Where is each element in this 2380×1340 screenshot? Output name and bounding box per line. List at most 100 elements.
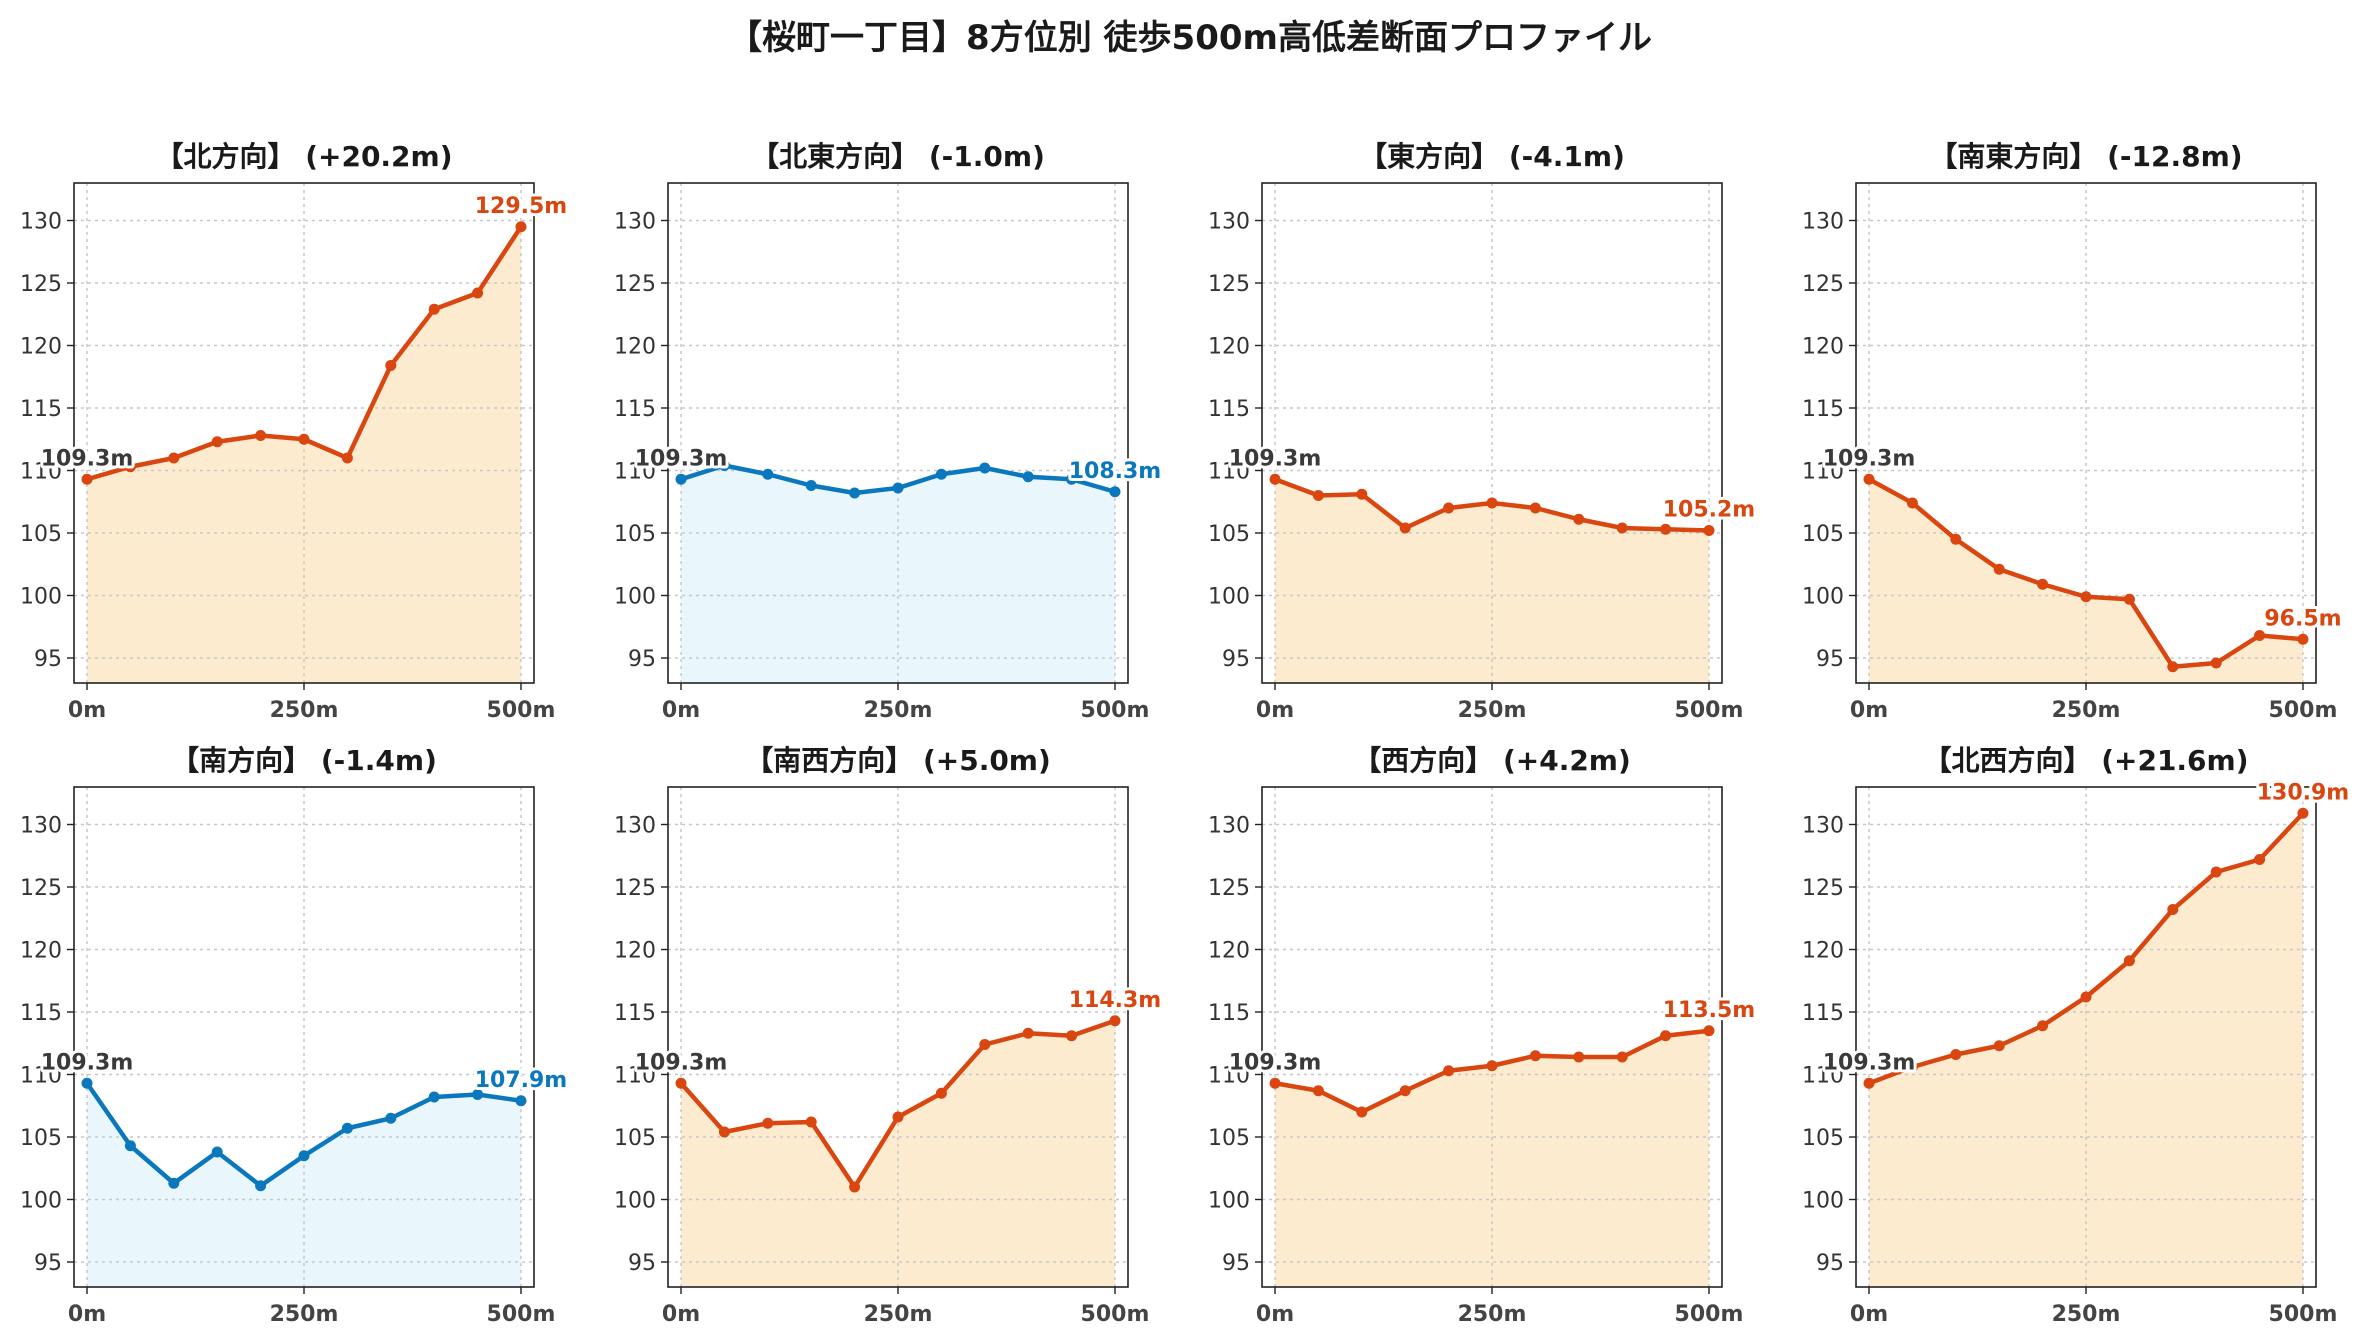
panel-3-end-label: 105.2m (1663, 498, 1756, 523)
panel-2-end-label: 108.3m (1069, 459, 1162, 484)
panel-7-data-point (1269, 1077, 1281, 1089)
panel-6-y-tick-label: 130 (614, 814, 656, 839)
panel-7-y-tick-label: 125 (1208, 876, 1250, 901)
panel-2-title: 【北東方向】 (-1.0m) (751, 140, 1045, 173)
panel-8-data-point (1993, 1040, 2005, 1052)
panel-2-y-tick-label: 125 (614, 272, 656, 297)
panel-2-data-point (1022, 471, 1034, 483)
panel-6-x-tick-label: 500m (1081, 1302, 1150, 1327)
panel-5-y-tick-label: 95 (34, 1251, 62, 1276)
panel-4-y-tick-label: 95 (1816, 647, 1844, 672)
panel-4-data-point (1863, 473, 1875, 485)
panel-2-y-tick-label: 95 (628, 647, 656, 672)
panel-8-y-tick-label: 130 (1802, 814, 1844, 839)
panel-5-x-tick-label: 250m (270, 1302, 339, 1327)
panel-1-y-tick-label: 115 (20, 397, 62, 422)
panel-5-x-tick-label: 0m (68, 1302, 106, 1327)
panel-7-data-point (1573, 1051, 1585, 1063)
panel-6-y-tick-label: 105 (614, 1126, 656, 1151)
panel-8-y-tick-label: 115 (1802, 1001, 1844, 1026)
panel-1-y-tick-label: 130 (20, 210, 62, 235)
panel-3-y-tick-label: 95 (1222, 647, 1250, 672)
panel-6-y-tick-label: 125 (614, 876, 656, 901)
panel-4-data-point (2297, 633, 2309, 645)
panel-1-end-label: 129.5m (475, 194, 568, 219)
panel-8-data-point (2167, 904, 2179, 915)
panel-5-data-point (124, 1140, 136, 1152)
panel-3-chart: 【東方向】 (-4.1m) 95 100 105 110 115 120 125 130 0m 25… (1208, 140, 1758, 723)
panel-3-start-label: 109.3m (1229, 446, 1322, 471)
panel-8-data-point (1906, 1061, 1918, 1073)
panel-5-y-tick-label: 120 (20, 939, 62, 964)
panel-3-data-point (1269, 473, 1281, 485)
panel-3-data-point (1356, 488, 1368, 500)
panel-3-x-tick-label: 0m (1256, 698, 1294, 723)
panel-3-data-point (1486, 497, 1498, 509)
panel-1-y-tick-label: 100 (20, 585, 62, 610)
panel-1-y-tick-label: 125 (20, 272, 62, 297)
panel-4-area-fill (1869, 479, 2303, 683)
panel-4-x-tick-label: 500m (2269, 698, 2338, 723)
panel-6-y-tick-label: 120 (614, 939, 656, 964)
panel-1-y-tick-label: 110 (20, 460, 62, 485)
panel-5-y-tick-label: 115 (20, 1001, 62, 1026)
panel-6-data-point (849, 1181, 861, 1193)
panel-1-data-point (428, 303, 440, 315)
panel-7-x-tick-label: 500m (1675, 1302, 1744, 1327)
panel-1-start-label: 109.3m (41, 446, 134, 471)
panel-2-y-tick-label: 110 (614, 460, 656, 485)
panel-4-y-tick-label: 115 (1802, 397, 1844, 422)
panel-2-data-point (979, 462, 991, 474)
panel-6-end-label: 114.3m (1069, 988, 1162, 1013)
panel-4-y-tick-label: 100 (1802, 585, 1844, 610)
panel-4-data-point (2037, 578, 2049, 590)
panel-6-data-point (892, 1111, 904, 1123)
panel-6-start-label: 109.3m (635, 1050, 728, 1075)
panel-4-data-point (1950, 533, 1962, 545)
panel-7-data-point (1312, 1085, 1324, 1097)
panel-5-y-tick-label: 110 (20, 1064, 62, 1089)
panel-1-data-point (168, 452, 180, 464)
panel-3-data-point (1703, 525, 1715, 536)
panel-4-data-point (2254, 630, 2266, 641)
panel-2-y-tick-label: 130 (614, 210, 656, 235)
panel-7-data-point (1660, 1030, 1672, 1042)
panel-3-data-point (1660, 523, 1672, 535)
panel-1-data-point (211, 436, 223, 448)
panel-8-data-point (2210, 866, 2222, 878)
panel-7-data-point (1486, 1060, 1498, 1072)
panel-8-title: 【北西方向】 (+21.6m) (1923, 744, 2248, 777)
panel-8-chart: 【北西方向】 (+21.6m) 95 100 105 110 115 120 125 130 0m… (1802, 744, 2352, 1327)
panel-3-data-point (1443, 502, 1455, 514)
panel-8-data-point (1863, 1077, 1875, 1089)
panel-5-y-tick-label: 125 (20, 876, 62, 901)
panel-3-area-fill (1275, 479, 1709, 683)
panel-3-y-tick-label: 125 (1208, 272, 1250, 297)
panel-1-data-point (472, 287, 484, 299)
panel-6-y-tick-label: 100 (614, 1189, 656, 1214)
panel-8-y-tick-label: 100 (1802, 1189, 1844, 1214)
panel-2-area-fill (681, 465, 1115, 683)
panel-2-data-point (762, 468, 774, 480)
panel-7-y-tick-label: 105 (1208, 1126, 1250, 1151)
panel-6-data-point (675, 1077, 687, 1089)
panel-6-data-point (979, 1039, 991, 1050)
panel-7-data-point (1703, 1025, 1715, 1037)
panel-3-y-tick-label: 130 (1208, 210, 1250, 235)
panel-7-y-tick-label: 100 (1208, 1189, 1250, 1214)
panel-4-data-point (1993, 563, 2005, 575)
panel-4-data-point (2210, 657, 2222, 669)
panel-2-y-tick-label: 105 (614, 522, 656, 547)
panel-2-y-tick-label: 115 (614, 397, 656, 422)
panel-3-data-point (1616, 522, 1628, 534)
panel-4-title: 【南東方向】 (-12.8m) (1929, 140, 2242, 173)
panel-7-title: 【西方向】 (+4.2m) (1353, 744, 1631, 777)
panel-6-data-point (805, 1116, 817, 1128)
panel-2-data-point (805, 480, 817, 491)
panel-4-end-label: 96.5m (2264, 606, 2341, 631)
panel-7-y-tick-label: 120 (1208, 939, 1250, 964)
panel-1-y-tick-label: 120 (20, 335, 62, 360)
panel-2-data-point (718, 460, 730, 471)
panel-3-title: 【東方向】 (-4.1m) (1359, 140, 1625, 173)
